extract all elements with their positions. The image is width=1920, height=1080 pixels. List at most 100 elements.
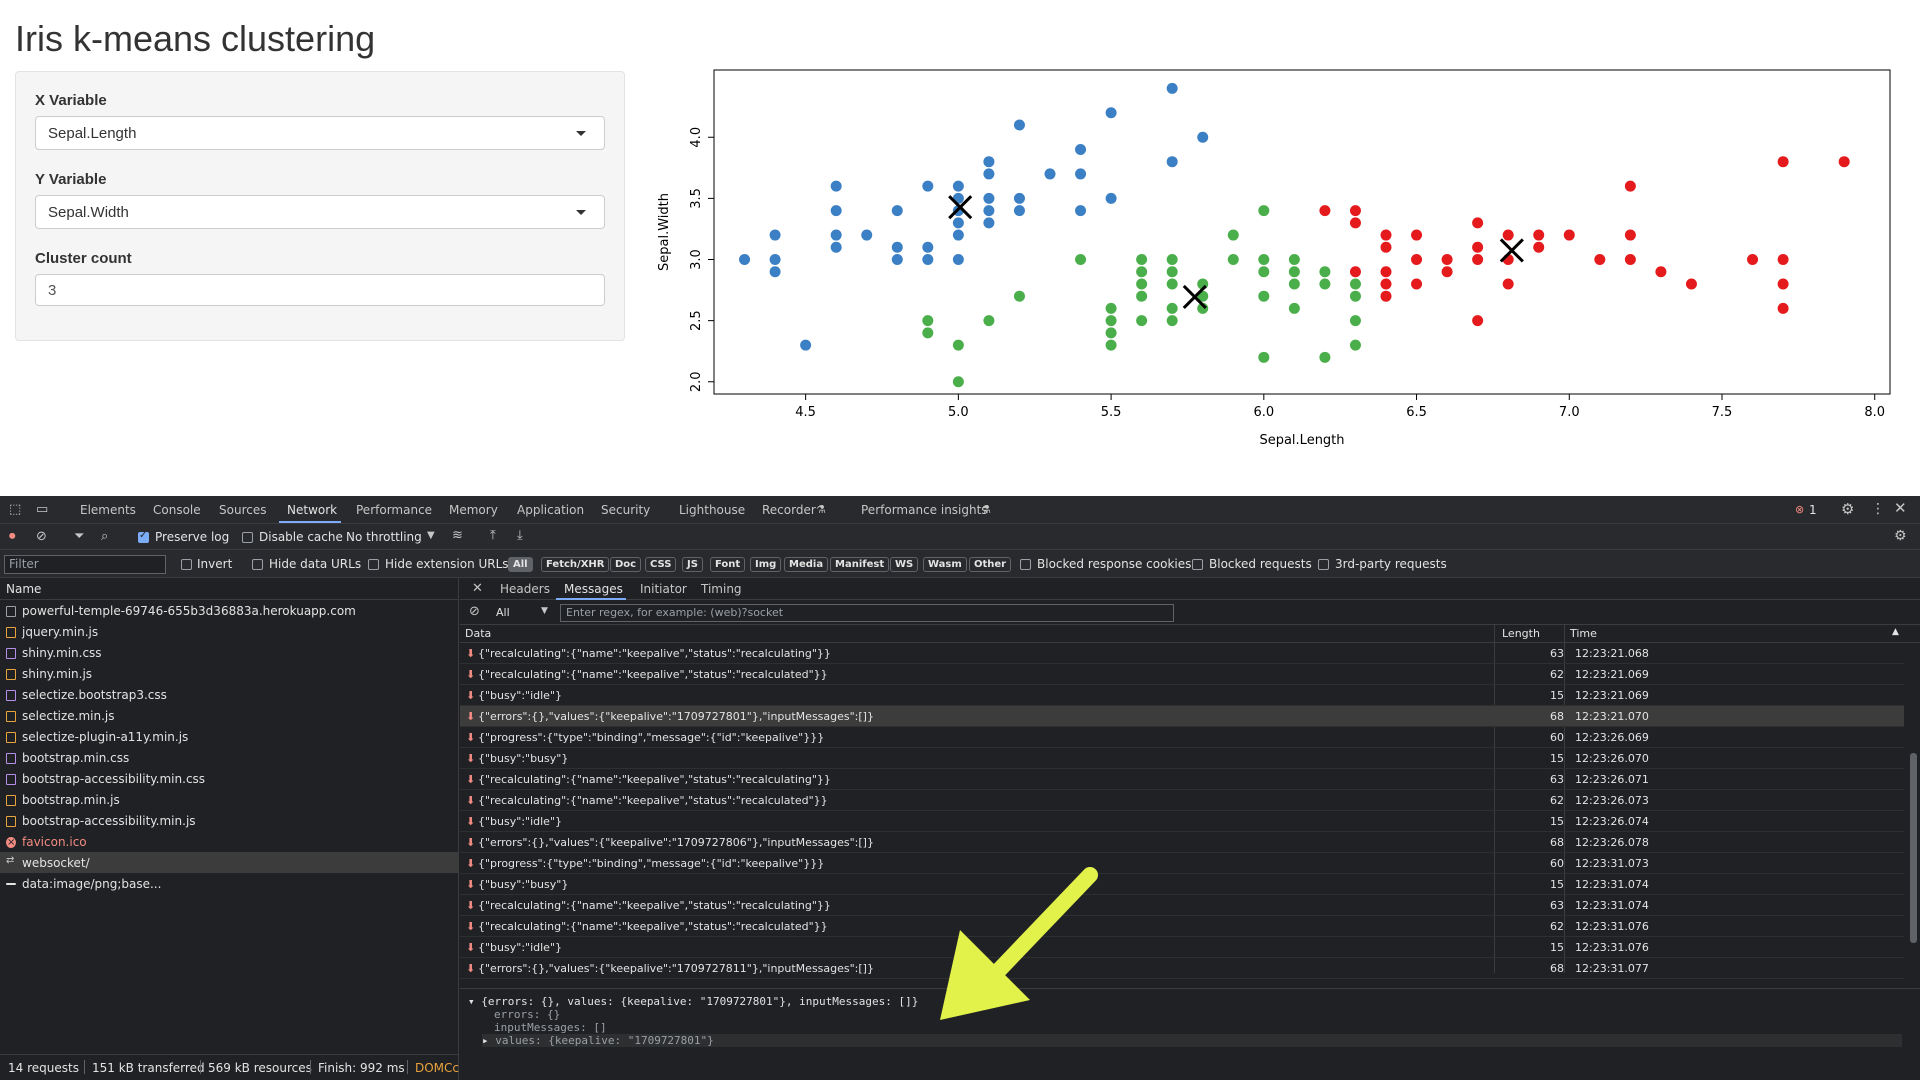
third-party-checkbox[interactable] — [1318, 559, 1329, 570]
preserve-log-label[interactable]: Preserve log — [155, 530, 230, 544]
request-row[interactable]: selectize.bootstrap3.css — [0, 684, 458, 705]
more-options-icon[interactable]: ⋮ — [1871, 501, 1885, 517]
message-row[interactable]: ⬇ {"busy":"idle"} 15 12:23:21.069 — [460, 685, 1904, 706]
tab-initiator[interactable]: Initiator — [640, 582, 687, 596]
type-filter-media[interactable]: Media — [784, 557, 829, 572]
tab-performance[interactable]: Performance — [356, 503, 433, 517]
disable-cache-checkbox[interactable] — [242, 532, 253, 543]
tab-console[interactable]: Console — [153, 503, 201, 517]
blocked-cookies-label[interactable]: Blocked response cookies — [1037, 557, 1192, 571]
hide-extension-urls-label[interactable]: Hide extension URLs — [385, 557, 509, 571]
data-column-header[interactable]: Data — [465, 627, 492, 640]
type-filter-font[interactable]: Font — [710, 557, 746, 572]
type-filter-img[interactable]: Img — [750, 557, 782, 572]
tab-sources[interactable]: Sources — [219, 503, 267, 517]
x-variable-select[interactable]: Sepal.Length — [35, 116, 605, 150]
message-row[interactable]: ⬇ {"errors":{},"values":{"keepalive":"170… — [460, 706, 1904, 727]
type-filter-ws[interactable]: WS — [890, 557, 919, 572]
blocked-cookies-checkbox[interactable] — [1020, 559, 1031, 570]
close-icon[interactable]: ✕ — [472, 581, 483, 596]
message-row[interactable]: ⬇ {"recalculating":{"name":"keepalive","s… — [460, 916, 1904, 937]
request-row[interactable]: bootstrap.min.css — [0, 747, 458, 768]
sort-ascending-icon[interactable]: ▲ — [1892, 627, 1899, 637]
time-column-header[interactable]: Time — [1570, 627, 1597, 640]
blocked-requests-label[interactable]: Blocked requests — [1209, 557, 1312, 571]
message-row[interactable]: ⬇ {"busy":"busy"} 15 12:23:31.074 — [460, 874, 1904, 895]
message-row[interactable]: ⬇ {"progress":{"type":"binding","message"… — [460, 853, 1904, 874]
tab-application[interactable]: Application — [517, 503, 585, 517]
chevron-down-icon[interactable]: ▼ — [427, 530, 435, 541]
length-column-header[interactable]: Length — [1502, 627, 1540, 640]
type-filter-manifest[interactable]: Manifest — [830, 557, 890, 572]
request-row[interactable]: selectize-plugin-a11y.min.js — [0, 726, 458, 747]
cluster-count-input[interactable]: 3 — [35, 274, 605, 306]
messages-scrollbar[interactable] — [1908, 643, 1918, 973]
request-row[interactable]: ⇄ websocket/ — [0, 852, 458, 873]
request-row[interactable]: bootstrap.min.js — [0, 789, 458, 810]
record-icon[interactable]: ⏺ — [9, 529, 16, 544]
regex-filter-input[interactable]: Enter regex, for example: (web)?socket — [560, 604, 1174, 622]
message-row[interactable]: ⬇ {"progress":{"type":"binding","message"… — [460, 727, 1904, 748]
request-row[interactable]: shiny.min.css — [0, 642, 458, 663]
message-row[interactable]: ⬇ {"busy":"idle"} 15 12:23:26.074 — [460, 811, 1904, 832]
invert-label[interactable]: Invert — [197, 557, 233, 571]
search-icon[interactable]: ⌕ — [101, 529, 109, 544]
disable-cache-label[interactable]: Disable cache — [259, 530, 343, 544]
gear-icon[interactable]: ⚙ — [1841, 500, 1855, 518]
scrollbar-thumb[interactable] — [1910, 753, 1917, 943]
expand-arrow-icon[interactable]: ▾ — [468, 995, 482, 1008]
download-icon[interactable]: ⤓ — [517, 528, 523, 543]
third-party-label[interactable]: 3rd-party requests — [1335, 557, 1447, 571]
type-filter-other[interactable]: Other — [969, 557, 1012, 572]
request-row[interactable]: powerful-temple-69746-655b3d36883a.herok… — [0, 600, 458, 621]
request-row[interactable]: data:image/png;base... — [0, 873, 458, 894]
message-row[interactable]: ⬇ {"busy":"idle"} 15 12:23:31.076 — [460, 937, 1904, 958]
tab-security[interactable]: Security — [601, 503, 651, 517]
tab-timing[interactable]: Timing — [701, 582, 742, 596]
invert-checkbox[interactable] — [181, 559, 192, 570]
hide-data-urls-label[interactable]: Hide data URLs — [269, 557, 362, 571]
request-row[interactable]: bootstrap-accessibility.min.js — [0, 810, 458, 831]
message-row[interactable]: ⬇ {"recalculating":{"name":"keepalive","s… — [460, 643, 1904, 664]
tab-memory[interactable]: Memory — [449, 503, 498, 517]
message-type-select[interactable]: All — [496, 606, 510, 619]
request-row[interactable]: selectize.min.js — [0, 705, 458, 726]
type-filter-css[interactable]: CSS — [645, 557, 677, 572]
device-toolbar-icon[interactable]: ▭ — [36, 502, 49, 517]
tab-headers[interactable]: Headers — [500, 582, 550, 596]
tab-network[interactable]: Network — [287, 503, 338, 517]
hide-extension-urls-checkbox[interactable] — [368, 559, 379, 570]
error-count[interactable]: 1 — [1809, 503, 1817, 517]
type-filter-js[interactable]: JS — [682, 557, 703, 572]
tab-messages[interactable]: Messages — [564, 582, 623, 596]
message-row[interactable]: ⬇ {"errors":{},"values":{"keepalive":"170… — [460, 958, 1904, 979]
close-icon[interactable]: ✕ — [1894, 499, 1907, 517]
error-icon[interactable]: ⊗ — [1795, 503, 1805, 516]
message-row[interactable]: ⬇ {"recalculating":{"name":"keepalive","s… — [460, 769, 1904, 790]
tab-performance-insights[interactable]: Performance insights — [861, 503, 988, 517]
blocked-requests-checkbox[interactable] — [1192, 559, 1203, 570]
filter-icon[interactable]: ⏷ — [74, 529, 85, 544]
type-filter-doc[interactable]: Doc — [610, 557, 642, 572]
detail-values-row[interactable]: ▸ values: {keepalive: "1709727801"} — [482, 1034, 1902, 1047]
message-row[interactable]: ⬇ {"recalculating":{"name":"keepalive","s… — [460, 790, 1904, 811]
filter-input[interactable]: Filter — [4, 555, 166, 574]
tab-elements[interactable]: Elements — [80, 503, 136, 517]
clear-icon[interactable]: ⊘ — [36, 529, 47, 544]
throttling-select[interactable]: No throttling — [346, 530, 422, 544]
type-filter-all[interactable]: All — [508, 557, 533, 572]
wifi-icon[interactable]: ≋ — [452, 528, 463, 543]
message-row[interactable]: ⬇ {"errors":{},"values":{"keepalive":"170… — [460, 832, 1904, 853]
type-filter-fetch-xhr[interactable]: Fetch/XHR — [541, 557, 610, 572]
name-column-header[interactable]: Name — [0, 578, 458, 600]
message-row[interactable]: ⬇ {"recalculating":{"name":"keepalive","s… — [460, 664, 1904, 685]
tab-recorder[interactable]: Recorder — [762, 503, 816, 517]
request-row[interactable]: × favicon.ico — [0, 831, 458, 852]
inspect-element-icon[interactable]: ⬚ — [9, 502, 22, 517]
upload-icon[interactable]: ⤒ — [490, 528, 496, 543]
detail-expanded-row[interactable]: ▾ {errors: {}, values: {keepalive: "1709… — [468, 995, 918, 1008]
message-row[interactable]: ⬇ {"busy":"busy"} 15 12:23:26.070 — [460, 748, 1904, 769]
hide-data-urls-checkbox[interactable] — [252, 559, 263, 570]
request-row[interactable]: jquery.min.js — [0, 621, 458, 642]
collapse-arrow-icon[interactable]: ▸ — [482, 1034, 496, 1047]
